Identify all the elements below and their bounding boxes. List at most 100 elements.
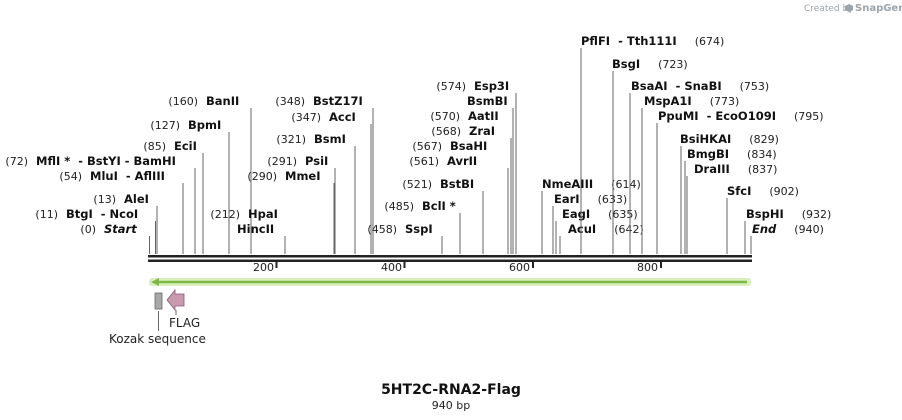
tick-label: 800 xyxy=(637,261,658,274)
flag-label: FLAG xyxy=(169,316,200,330)
site-alei: AleI (13) xyxy=(93,192,158,254)
site-position: (633) xyxy=(598,193,628,206)
site-mfli: MflI * (72) - BstYI - BamHI xyxy=(5,154,196,254)
site-name: End xyxy=(752,222,777,236)
site-position: (795) xyxy=(794,110,824,123)
site-bpmi: BpmI (127) xyxy=(150,118,230,254)
site-name: MflI * xyxy=(36,154,70,168)
tick-label: 600 xyxy=(509,261,530,274)
feature-flag: FLAG xyxy=(166,288,200,330)
site-name: BsaHI xyxy=(450,139,487,153)
site-name: SfcI xyxy=(727,184,751,198)
site-position: (127) xyxy=(150,119,180,132)
backbone xyxy=(148,255,752,262)
site-isoschizomers: - NcoI xyxy=(101,207,138,221)
site-avrii: AvrII (561) xyxy=(409,154,509,254)
site-name: BspHI xyxy=(746,207,784,221)
site-bsmi: BsmI (321) xyxy=(276,132,356,254)
site-isoschizomers: - SnaBI xyxy=(676,79,722,93)
credit-brand: SnapGene xyxy=(855,3,902,14)
site-position: (85) xyxy=(143,140,166,153)
site-bsihkai: BsiHKAI (829) xyxy=(680,132,779,254)
site-name: ZraI xyxy=(469,124,495,138)
site-isoschizomers: - BstYI - BamHI xyxy=(78,154,176,168)
site-position: (829) xyxy=(749,133,779,146)
site-position: (773) xyxy=(710,95,740,108)
site-position: (13) xyxy=(93,193,116,206)
site-name: BmgBI xyxy=(687,147,729,161)
site-name: HpaI xyxy=(248,207,278,221)
axis-tick: 200 xyxy=(253,260,278,274)
site-name: NmeAIII xyxy=(542,177,593,191)
site-sfci: SfcI (902) xyxy=(726,184,799,254)
site-mmei: MmeI (290) xyxy=(247,169,335,254)
site-btgi: BtgI (11) - NcoI xyxy=(35,207,156,254)
site-position: (567) xyxy=(412,140,442,153)
site-position: (54) xyxy=(59,170,82,183)
site-name: Esp3I xyxy=(474,79,509,93)
site-position: (940) xyxy=(794,223,824,236)
site-name: MmeI xyxy=(285,169,321,183)
site-position: (568) xyxy=(431,125,461,138)
site-position: (160) xyxy=(168,95,198,108)
site-end: End (940) xyxy=(750,222,824,254)
site-name: PsiI xyxy=(305,154,328,168)
site-name: DraIII xyxy=(694,162,730,176)
kozak-label: Kozak sequence xyxy=(109,332,206,346)
site-name: BstBI xyxy=(440,177,474,191)
site-position: (290) xyxy=(247,170,277,183)
site-draiii: DraIII (837) xyxy=(686,162,777,254)
site-hincii: HincII xyxy=(237,222,286,254)
site-name: Start xyxy=(104,222,137,236)
site-name: BanII xyxy=(206,94,239,108)
axis-tick: 800 xyxy=(637,260,662,274)
site-position: (574) xyxy=(436,80,466,93)
site-name: PflFI xyxy=(581,34,610,48)
site-position: (485) xyxy=(384,200,414,213)
site-bstbi: BstBI (521) xyxy=(402,177,484,254)
site-name: EagI xyxy=(562,207,590,221)
site-name: HincII xyxy=(237,222,274,236)
site-name: BsaAI xyxy=(631,79,668,93)
site-name: EarI xyxy=(554,192,580,206)
site-name: PpuMI xyxy=(658,109,699,123)
site-name: AvrII xyxy=(447,154,477,168)
site-mspa1i: MspA1I (773) xyxy=(641,94,740,254)
site-position: (642) xyxy=(614,223,644,236)
credit-prefix: Created by xyxy=(804,4,854,14)
site-bsmbi: BsmBI xyxy=(467,94,514,254)
site-name: AatII xyxy=(468,109,499,123)
site-zrai: ZraI (568) xyxy=(431,124,512,254)
site-name: BtgI xyxy=(66,207,93,221)
site-name: BclI * xyxy=(422,199,456,213)
site-position: (0) xyxy=(80,223,96,236)
site-ecii: EciI (85) xyxy=(143,139,204,254)
site-name: AcuI xyxy=(568,222,596,236)
site-position: (614) xyxy=(611,178,641,191)
site-name: BsmI xyxy=(314,132,346,146)
site-name: SspI xyxy=(405,222,433,236)
site-bcli: BclI * (485) xyxy=(384,199,461,254)
site-position: (932) xyxy=(802,208,832,221)
site-sspi: SspI (458) xyxy=(367,222,443,254)
axis-ticks: 200 400 600 800 xyxy=(253,260,662,274)
site-position: (321) xyxy=(276,133,306,146)
site-position: (521) xyxy=(402,178,432,191)
site-position: (458) xyxy=(367,223,397,236)
site-position: (570) xyxy=(430,110,460,123)
site-name: MluI xyxy=(90,169,118,183)
site-position: (347) xyxy=(291,111,321,124)
site-nmeaiii: NmeAIII (614) xyxy=(541,177,641,254)
orf-arrow xyxy=(149,278,751,286)
site-position: (834) xyxy=(747,148,777,161)
site-name: EciI xyxy=(174,139,197,153)
site-acci: AccI (347) xyxy=(291,110,372,254)
site-name: BsgI xyxy=(612,57,640,71)
site-name: BsmBI xyxy=(467,94,508,108)
map-length: 940 bp xyxy=(432,399,470,412)
site-eari: EarI (633) xyxy=(552,192,628,254)
site-name: BstZ17I xyxy=(313,94,363,108)
site-name: BpmI xyxy=(188,118,221,132)
